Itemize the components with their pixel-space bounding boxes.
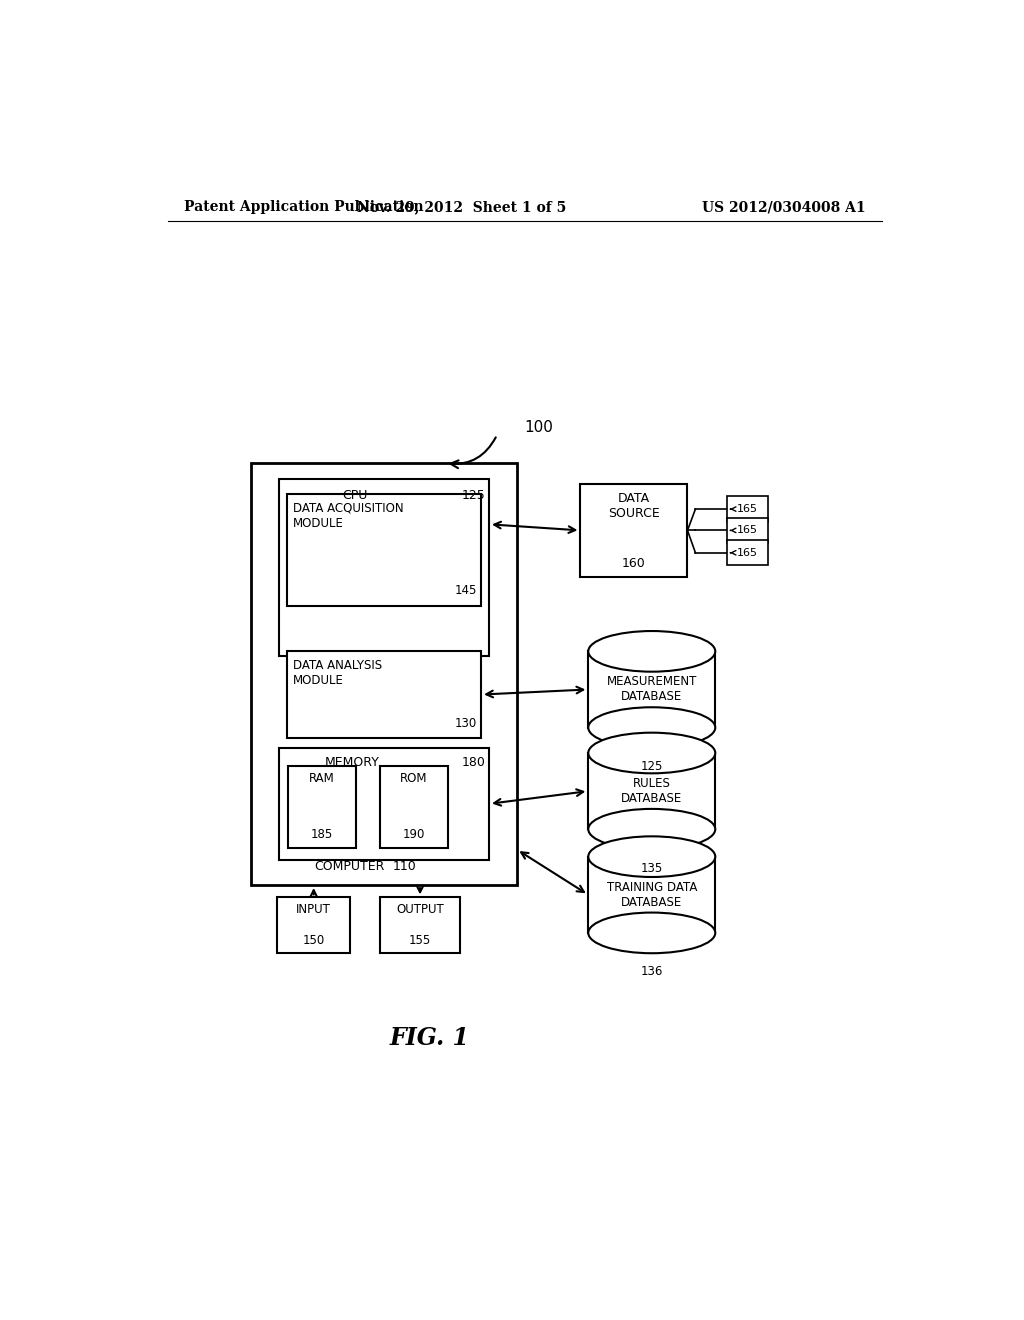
Text: COMPUTER: COMPUTER bbox=[314, 859, 385, 873]
Text: 125: 125 bbox=[641, 760, 663, 774]
Text: Nov. 29, 2012  Sheet 1 of 5: Nov. 29, 2012 Sheet 1 of 5 bbox=[356, 201, 566, 214]
Bar bbox=[380, 766, 447, 847]
Text: 165: 165 bbox=[737, 525, 759, 536]
Bar bbox=[727, 540, 768, 565]
Bar bbox=[289, 766, 355, 847]
Text: TRAINING DATA
DATABASE: TRAINING DATA DATABASE bbox=[606, 880, 697, 908]
Bar bbox=[279, 479, 489, 656]
Ellipse shape bbox=[588, 631, 716, 672]
Text: CPU: CPU bbox=[342, 488, 368, 502]
Text: 155: 155 bbox=[409, 935, 431, 948]
Bar bbox=[287, 651, 481, 738]
Ellipse shape bbox=[588, 912, 716, 953]
Text: US 2012/0304008 A1: US 2012/0304008 A1 bbox=[702, 201, 866, 214]
Bar bbox=[279, 748, 489, 859]
Text: DATA ACQUISITION
MODULE: DATA ACQUISITION MODULE bbox=[293, 502, 403, 529]
Text: RULES
DATABASE: RULES DATABASE bbox=[622, 777, 682, 805]
Text: 165: 165 bbox=[737, 504, 759, 513]
Text: MEMORY: MEMORY bbox=[325, 756, 380, 770]
Text: 180: 180 bbox=[461, 756, 485, 770]
Text: 136: 136 bbox=[641, 965, 663, 978]
Text: RAM: RAM bbox=[309, 772, 335, 785]
Text: FIG. 1: FIG. 1 bbox=[389, 1026, 470, 1049]
Bar bbox=[287, 494, 481, 606]
Text: 135: 135 bbox=[641, 862, 663, 875]
Text: 110: 110 bbox=[393, 859, 417, 873]
Bar bbox=[588, 651, 715, 727]
Bar bbox=[581, 483, 687, 577]
Bar bbox=[727, 496, 768, 521]
Text: MEASUREMENT
DATABASE: MEASUREMENT DATABASE bbox=[606, 676, 697, 704]
Ellipse shape bbox=[588, 809, 716, 850]
Text: 125: 125 bbox=[462, 488, 485, 502]
Bar bbox=[588, 752, 715, 829]
Text: DATA ANALYSIS
MODULE: DATA ANALYSIS MODULE bbox=[293, 660, 382, 688]
Text: 150: 150 bbox=[302, 935, 325, 948]
Text: 100: 100 bbox=[524, 420, 554, 436]
Ellipse shape bbox=[588, 837, 716, 876]
Ellipse shape bbox=[588, 708, 716, 748]
Text: 130: 130 bbox=[455, 717, 477, 730]
Bar bbox=[380, 898, 460, 953]
Ellipse shape bbox=[588, 733, 716, 774]
Text: OUTPUT: OUTPUT bbox=[396, 903, 444, 916]
Text: INPUT: INPUT bbox=[296, 903, 331, 916]
Bar bbox=[278, 898, 350, 953]
Text: ROM: ROM bbox=[400, 772, 428, 785]
Text: 145: 145 bbox=[455, 585, 477, 598]
Bar bbox=[251, 463, 517, 886]
Bar bbox=[588, 857, 715, 933]
Text: 160: 160 bbox=[622, 557, 646, 570]
Text: 190: 190 bbox=[402, 829, 425, 841]
Text: DATA
SOURCE: DATA SOURCE bbox=[608, 492, 659, 520]
Text: Patent Application Publication: Patent Application Publication bbox=[183, 201, 423, 214]
Text: 185: 185 bbox=[311, 829, 333, 841]
Bar bbox=[727, 517, 768, 543]
Text: 165: 165 bbox=[737, 548, 759, 558]
